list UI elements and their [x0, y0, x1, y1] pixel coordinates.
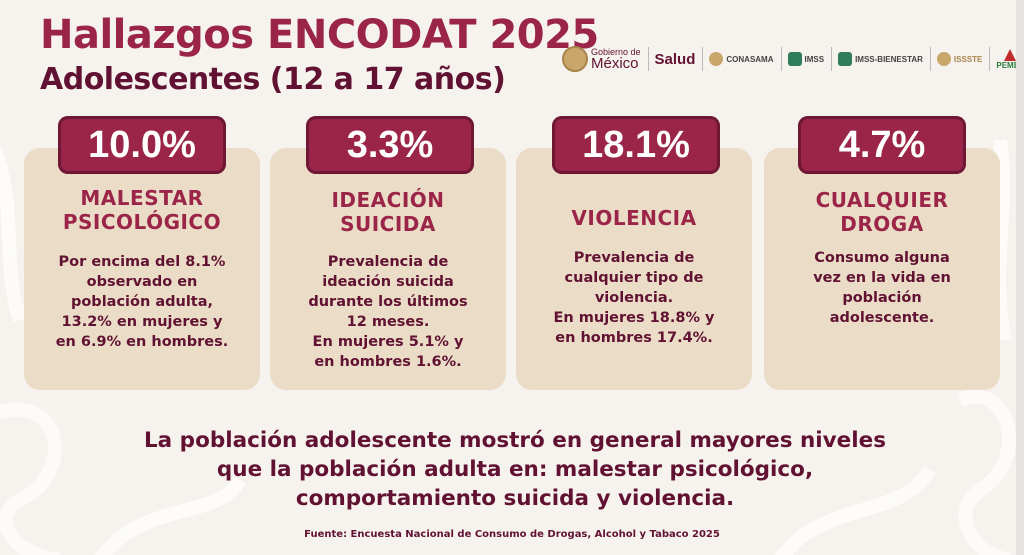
- pemex-logo: PEMEX: [996, 48, 1024, 70]
- page-subtitle: Adolescentes (12 a 17 años): [40, 62, 506, 97]
- page-title: Hallazgos ENCODAT 2025: [40, 12, 599, 58]
- card-description: Prevalencia de cualquier tipo de violenc…: [553, 250, 715, 346]
- card-description: Consumo alguna vez en la vida en poblaci…: [813, 250, 951, 326]
- value-badge-violencia: 18.1%: [552, 116, 720, 174]
- conasama-logo: CONASAMA: [709, 47, 782, 71]
- card-ideacion-suicida: IDEACIÓN SUICIDA Prevalencia de ideación…: [270, 148, 506, 390]
- gobierno-logo: Gobierno de México: [562, 46, 649, 72]
- salud-logo: Salud: [655, 47, 704, 71]
- value-badge-malestar: 10.0%: [58, 116, 226, 174]
- card-violencia: VIOLENCIA Prevalencia de cualquier tipo …: [516, 148, 752, 390]
- pemex-flame-icon: [1004, 48, 1017, 61]
- imss-icon: [787, 52, 802, 66]
- card-cualquier-droga: CUALQUIER DROGA Consumo alguna vez en la…: [764, 148, 1000, 390]
- card-title: MALESTAR PSICOLÓGICO: [62, 186, 222, 234]
- imss-bienestar-logo: IMSS-BIENESTAR: [838, 47, 931, 71]
- card-title: CUALQUIER DROGA: [815, 188, 949, 236]
- institution-logos: Gobierno de México Salud CONASAMA IMSS I…: [562, 44, 1024, 74]
- gobierno-logo-top: Gobierno de: [591, 47, 641, 57]
- card-title: VIOLENCIA: [571, 206, 697, 230]
- imss-bienestar-icon: [838, 52, 853, 66]
- conasama-icon: [709, 52, 724, 66]
- value-badge-droga: 4.7%: [798, 116, 966, 174]
- national-seal-icon: [562, 46, 588, 72]
- imss-logo: IMSS: [787, 47, 833, 71]
- value-badge-ideacion: 3.3%: [306, 116, 474, 174]
- card-malestar-psicologico: MALESTAR PSICOLÓGICO Por encima del 8.1%…: [24, 148, 260, 390]
- conclusion-text: La población adolescente mostró en gener…: [143, 428, 887, 511]
- source-note: Fuente: Encuesta Nacional de Consumo de …: [304, 529, 720, 540]
- issste-logo: ISSSTE: [936, 47, 991, 71]
- card-description: Prevalencia de ideación suicida durante …: [308, 254, 468, 370]
- card-description: Por encima del 8.1% observado en poblaci…: [55, 254, 229, 350]
- card-title: IDEACIÓN SUICIDA: [331, 188, 445, 236]
- gobierno-logo-bottom: México: [591, 55, 639, 72]
- window-edge: [1016, 0, 1024, 555]
- issste-icon: [936, 52, 951, 66]
